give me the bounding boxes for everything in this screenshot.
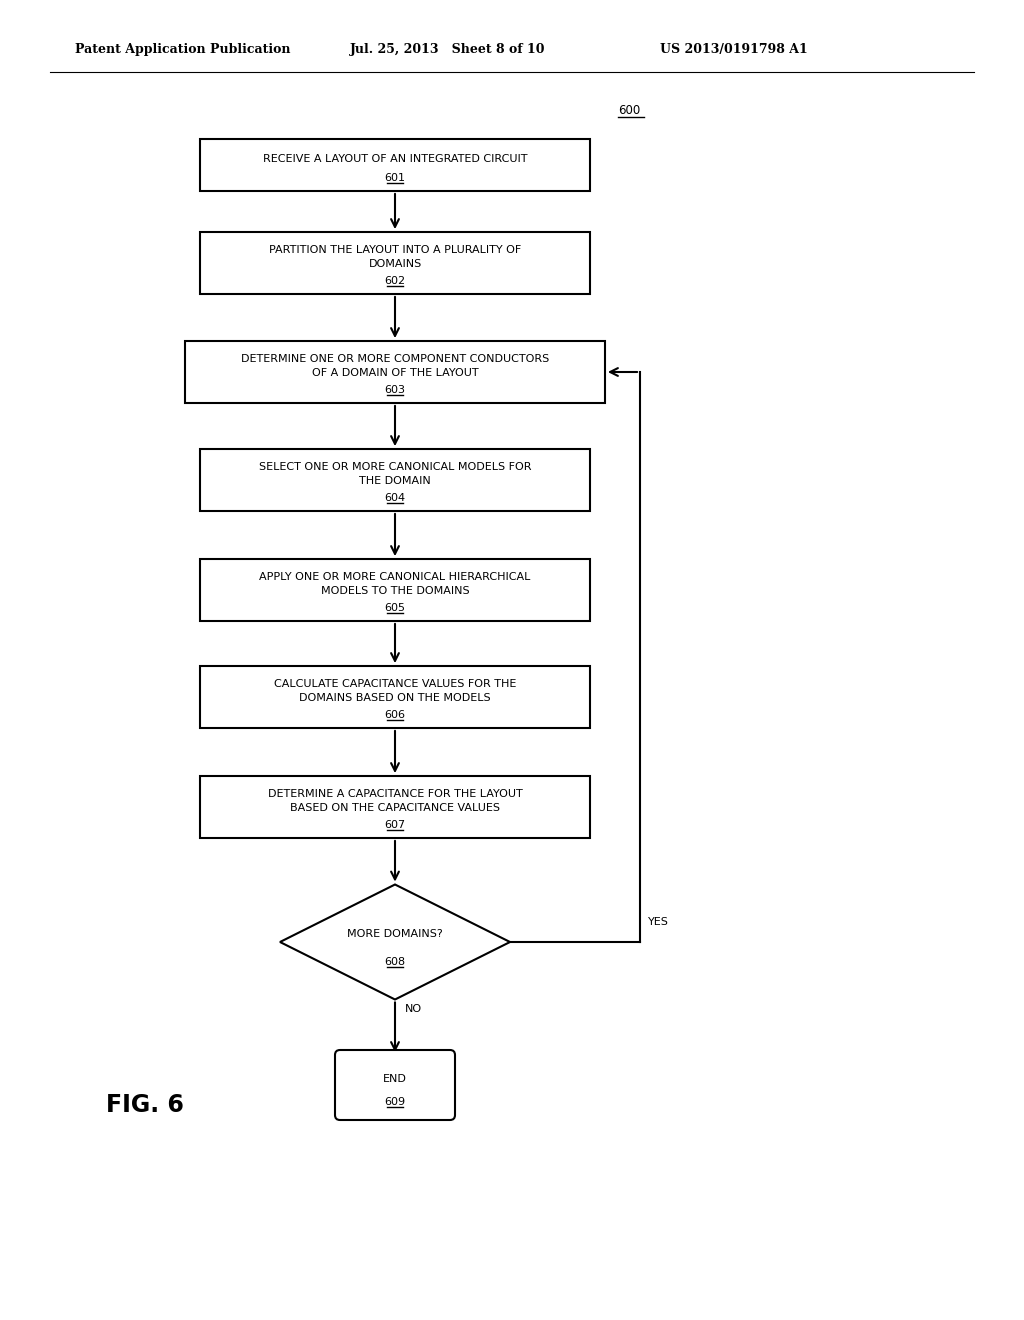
FancyBboxPatch shape	[200, 232, 590, 294]
Text: Jul. 25, 2013   Sheet 8 of 10: Jul. 25, 2013 Sheet 8 of 10	[350, 44, 546, 57]
Text: 600: 600	[618, 103, 640, 116]
FancyBboxPatch shape	[200, 139, 590, 191]
FancyBboxPatch shape	[200, 776, 590, 838]
Text: APPLY ONE OR MORE CANONICAL HIERARCHICAL: APPLY ONE OR MORE CANONICAL HIERARCHICAL	[259, 572, 530, 582]
Text: YES: YES	[648, 917, 669, 927]
Text: 603: 603	[384, 385, 406, 395]
Text: DETERMINE A CAPACITANCE FOR THE LAYOUT: DETERMINE A CAPACITANCE FOR THE LAYOUT	[267, 789, 522, 799]
Text: 606: 606	[384, 710, 406, 719]
Text: DETERMINE ONE OR MORE COMPONENT CONDUCTORS: DETERMINE ONE OR MORE COMPONENT CONDUCTO…	[241, 354, 549, 364]
Text: 602: 602	[384, 276, 406, 286]
Text: 609: 609	[384, 1097, 406, 1107]
Text: DOMAINS: DOMAINS	[369, 259, 422, 269]
Text: THE DOMAIN: THE DOMAIN	[359, 477, 431, 486]
Text: FIG. 6: FIG. 6	[106, 1093, 184, 1117]
Text: RECEIVE A LAYOUT OF AN INTEGRATED CIRCUIT: RECEIVE A LAYOUT OF AN INTEGRATED CIRCUI…	[263, 154, 527, 164]
Text: 604: 604	[384, 492, 406, 503]
Text: SELECT ONE OR MORE CANONICAL MODELS FOR: SELECT ONE OR MORE CANONICAL MODELS FOR	[259, 462, 531, 473]
FancyBboxPatch shape	[335, 1049, 455, 1119]
Text: MORE DOMAINS?: MORE DOMAINS?	[347, 929, 442, 939]
Text: US 2013/0191798 A1: US 2013/0191798 A1	[660, 44, 808, 57]
FancyBboxPatch shape	[200, 449, 590, 511]
Text: 605: 605	[384, 603, 406, 612]
Text: CALCULATE CAPACITANCE VALUES FOR THE: CALCULATE CAPACITANCE VALUES FOR THE	[273, 678, 516, 689]
Text: PARTITION THE LAYOUT INTO A PLURALITY OF: PARTITION THE LAYOUT INTO A PLURALITY OF	[269, 246, 521, 255]
Text: 601: 601	[384, 173, 406, 183]
Text: OF A DOMAIN OF THE LAYOUT: OF A DOMAIN OF THE LAYOUT	[311, 368, 478, 378]
Text: 608: 608	[384, 957, 406, 968]
Text: Patent Application Publication: Patent Application Publication	[75, 44, 291, 57]
Text: MODELS TO THE DOMAINS: MODELS TO THE DOMAINS	[321, 586, 469, 597]
Text: DOMAINS BASED ON THE MODELS: DOMAINS BASED ON THE MODELS	[299, 693, 490, 704]
Polygon shape	[280, 884, 510, 999]
Text: END: END	[383, 1074, 407, 1084]
FancyBboxPatch shape	[185, 341, 605, 403]
FancyBboxPatch shape	[200, 558, 590, 620]
Text: BASED ON THE CAPACITANCE VALUES: BASED ON THE CAPACITANCE VALUES	[290, 803, 500, 813]
Text: NO: NO	[406, 1005, 422, 1015]
Text: 607: 607	[384, 820, 406, 830]
FancyBboxPatch shape	[200, 667, 590, 729]
